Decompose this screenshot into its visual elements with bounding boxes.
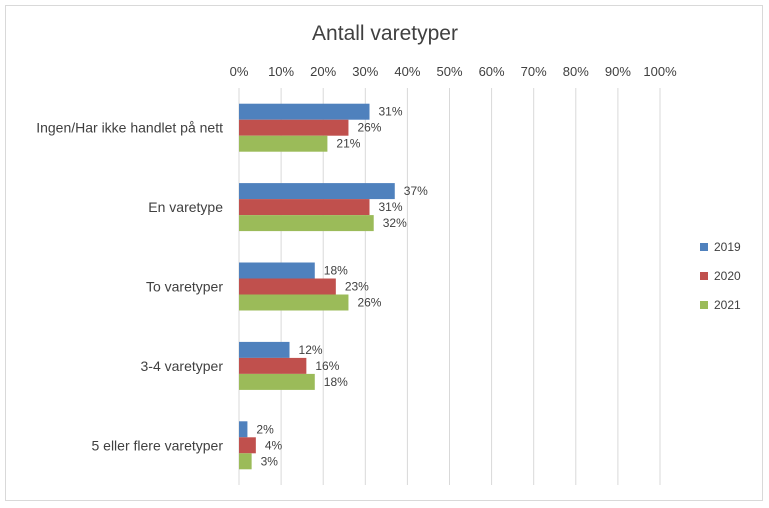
data-label: 4% (265, 438, 283, 452)
data-label: 31% (379, 105, 403, 119)
bar (239, 294, 349, 311)
bar (239, 357, 307, 374)
bar (239, 421, 248, 438)
x-tick-label: 40% (394, 64, 420, 79)
data-label: 23% (345, 280, 369, 294)
bar (239, 103, 370, 120)
x-tick-label: 100% (643, 64, 677, 79)
bar (239, 453, 252, 470)
data-label: 31% (379, 200, 403, 214)
category-label: 5 eller flere varetyper (91, 437, 223, 453)
legend-swatch (700, 243, 708, 251)
legend-swatch (700, 272, 708, 280)
data-label: 2% (256, 422, 274, 436)
legend-item: 2019 (700, 240, 741, 254)
bar (239, 183, 395, 200)
x-tick-label: 60% (479, 64, 505, 79)
chart-frame (5, 5, 763, 501)
category-label: 3-4 varetyper (141, 358, 224, 374)
data-label: 26% (357, 121, 381, 135)
bar (239, 278, 336, 295)
category-label: En varetype (148, 199, 223, 215)
bar (239, 215, 374, 232)
data-label: 32% (383, 216, 407, 230)
legend-label: 2021 (714, 298, 741, 312)
data-label: 26% (357, 296, 381, 310)
bar (239, 373, 315, 390)
x-tick-label: 90% (605, 64, 631, 79)
x-tick-label: 70% (521, 64, 547, 79)
legend-item: 2020 (700, 269, 741, 283)
data-label: 37% (404, 184, 428, 198)
x-tick-label: 30% (352, 64, 378, 79)
data-label: 3% (261, 454, 279, 468)
data-label: 21% (336, 137, 360, 151)
bar (239, 119, 349, 136)
x-tick-label: 20% (310, 64, 336, 79)
bar (239, 262, 315, 279)
data-label: 18% (324, 375, 348, 389)
data-label: 18% (324, 264, 348, 278)
category-label: Ingen/Har ikke handlet på nett (36, 120, 223, 136)
x-tick-label: 0% (230, 64, 249, 79)
data-label: 16% (315, 359, 339, 373)
legend-label: 2019 (714, 240, 741, 254)
category-label: To varetyper (146, 279, 223, 295)
legend-label: 2020 (714, 269, 741, 283)
bar (239, 135, 328, 152)
bar (239, 341, 290, 358)
data-label: 12% (299, 343, 323, 357)
x-tick-label: 50% (436, 64, 462, 79)
x-tick-label: 80% (563, 64, 589, 79)
bar (239, 199, 370, 216)
legend-swatch (700, 301, 708, 309)
legend-item: 2021 (700, 298, 741, 312)
chart-title: Antall varetyper (312, 22, 458, 45)
bar (239, 437, 256, 454)
x-tick-label: 10% (268, 64, 294, 79)
